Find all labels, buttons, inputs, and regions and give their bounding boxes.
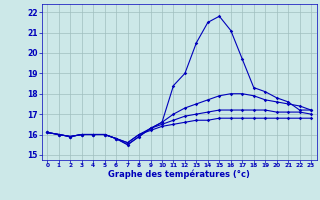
X-axis label: Graphe des températures (°c): Graphe des températures (°c) [108, 170, 250, 179]
